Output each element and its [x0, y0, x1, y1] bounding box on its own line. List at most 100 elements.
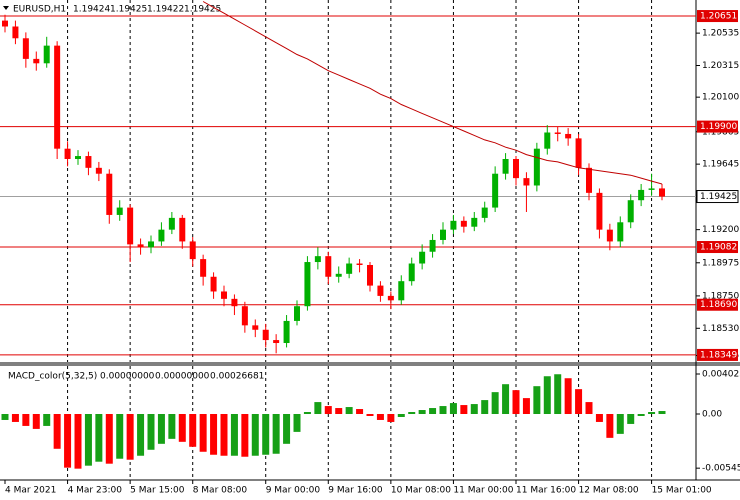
candle-body: [106, 173, 113, 215]
header-icon: [3, 6, 9, 10]
macd-bar: [178, 414, 186, 442]
macd-bar: [449, 403, 457, 415]
candle-body: [64, 148, 71, 159]
candle-body: [210, 276, 217, 292]
y-tick-label: 1.18975: [702, 258, 739, 268]
candle-body: [460, 220, 467, 227]
candle-body: [659, 188, 665, 197]
current-price-label: 1.19425: [700, 192, 737, 202]
candle-body: [252, 325, 259, 330]
candle-body: [377, 285, 384, 296]
indicator-value: 0.00000000: [100, 372, 155, 382]
macd-bar: [230, 414, 238, 456]
candle-body: [586, 167, 592, 193]
candle-body: [33, 58, 40, 64]
macd-bar: [32, 414, 40, 429]
macd-bar: [241, 414, 249, 457]
candle-body: [346, 263, 353, 274]
candle-body: [648, 188, 655, 190]
macd-bar: [356, 409, 364, 415]
macd-bar: [585, 402, 593, 415]
x-tick-label: 15 Mar 01:00: [652, 486, 712, 496]
candle-body: [565, 133, 572, 139]
macd-bar: [658, 411, 666, 415]
macd-bar: [74, 414, 82, 469]
candle-body: [75, 156, 81, 159]
candle-body: [554, 132, 561, 134]
candle-body: [231, 298, 238, 307]
macd-bar: [408, 412, 416, 415]
macd-bar: [105, 414, 113, 464]
macd-bar: [126, 414, 134, 460]
macd-bar: [11, 414, 19, 422]
candle-body: [419, 251, 426, 264]
x-tick-label: 11 Mar 16:00: [516, 486, 576, 496]
macd-bar: [502, 384, 510, 415]
y-tick-label: 1.20315: [702, 61, 739, 71]
moving-average: [202, 1, 663, 185]
macd-bar: [199, 414, 207, 452]
y-tick-label: 0.0040259: [702, 369, 740, 379]
y-tick-label: 1.19645: [702, 160, 739, 170]
macd-bar: [137, 414, 145, 456]
x-tick-label: 11 Mar 00:00: [453, 486, 513, 496]
macd-bar: [147, 414, 155, 450]
macd-bar: [84, 414, 92, 466]
candle-body: [179, 217, 186, 242]
macd-bar: [272, 414, 280, 454]
y-tick-label: -0.005450: [702, 464, 740, 474]
level-label: 1.18349: [700, 350, 737, 360]
candle-body: [450, 220, 457, 230]
macd-bar: [648, 412, 656, 415]
candle-body: [513, 158, 519, 179]
candle-body: [189, 241, 196, 260]
level-label: 1.19900: [700, 122, 737, 132]
candle-body: [168, 217, 175, 230]
candle-body: [638, 189, 645, 201]
macd-bar: [491, 392, 499, 415]
level-box: [697, 298, 738, 311]
macd-bar: [43, 414, 51, 426]
candle-body: [356, 263, 363, 265]
macd-bar: [397, 414, 405, 417]
macd-bar: [157, 414, 165, 444]
macd-bar: [512, 390, 520, 415]
symbol-title: EURUSD,H1: [13, 5, 66, 15]
macd-bar: [116, 414, 124, 459]
macd-bar: [543, 376, 551, 415]
candle-body: [502, 158, 509, 174]
macd-bar: [262, 414, 270, 455]
candle-body: [137, 244, 144, 248]
current-price-box: [696, 190, 739, 204]
y-tick-label: 0.00: [702, 410, 722, 420]
macd-bar: [22, 414, 30, 426]
candle-body: [325, 256, 332, 277]
macd-bar: [64, 414, 72, 468]
macd-bar: [210, 414, 218, 455]
level-label: 1.19082: [700, 243, 737, 253]
macd-bar: [314, 402, 322, 415]
candle-body: [314, 256, 321, 263]
candle-body: [387, 295, 394, 301]
candle-body: [127, 207, 134, 245]
main-header: EURUSD,H1: [3, 5, 66, 15]
candle-body: [85, 156, 92, 168]
level-box: [697, 348, 738, 361]
macd-bar: [606, 414, 614, 438]
header-value: 1.19425: [110, 5, 147, 15]
macd-bar: [376, 414, 384, 420]
macd-bar: [251, 414, 259, 456]
macd-bar: [429, 408, 437, 415]
macd-bar: [470, 404, 478, 415]
y-tick-label: 1.18750: [702, 291, 739, 301]
candle-body: [627, 200, 634, 223]
x-tick-label: 9 Mar 00:00: [266, 486, 321, 496]
header-value: 1.19422: [147, 5, 184, 15]
level-label: 1.20651: [700, 12, 737, 22]
candle-body: [12, 26, 19, 39]
candle-body: [95, 167, 102, 174]
macd-bar: [303, 412, 311, 415]
candle-body: [429, 239, 436, 252]
candle-body: [367, 264, 373, 286]
